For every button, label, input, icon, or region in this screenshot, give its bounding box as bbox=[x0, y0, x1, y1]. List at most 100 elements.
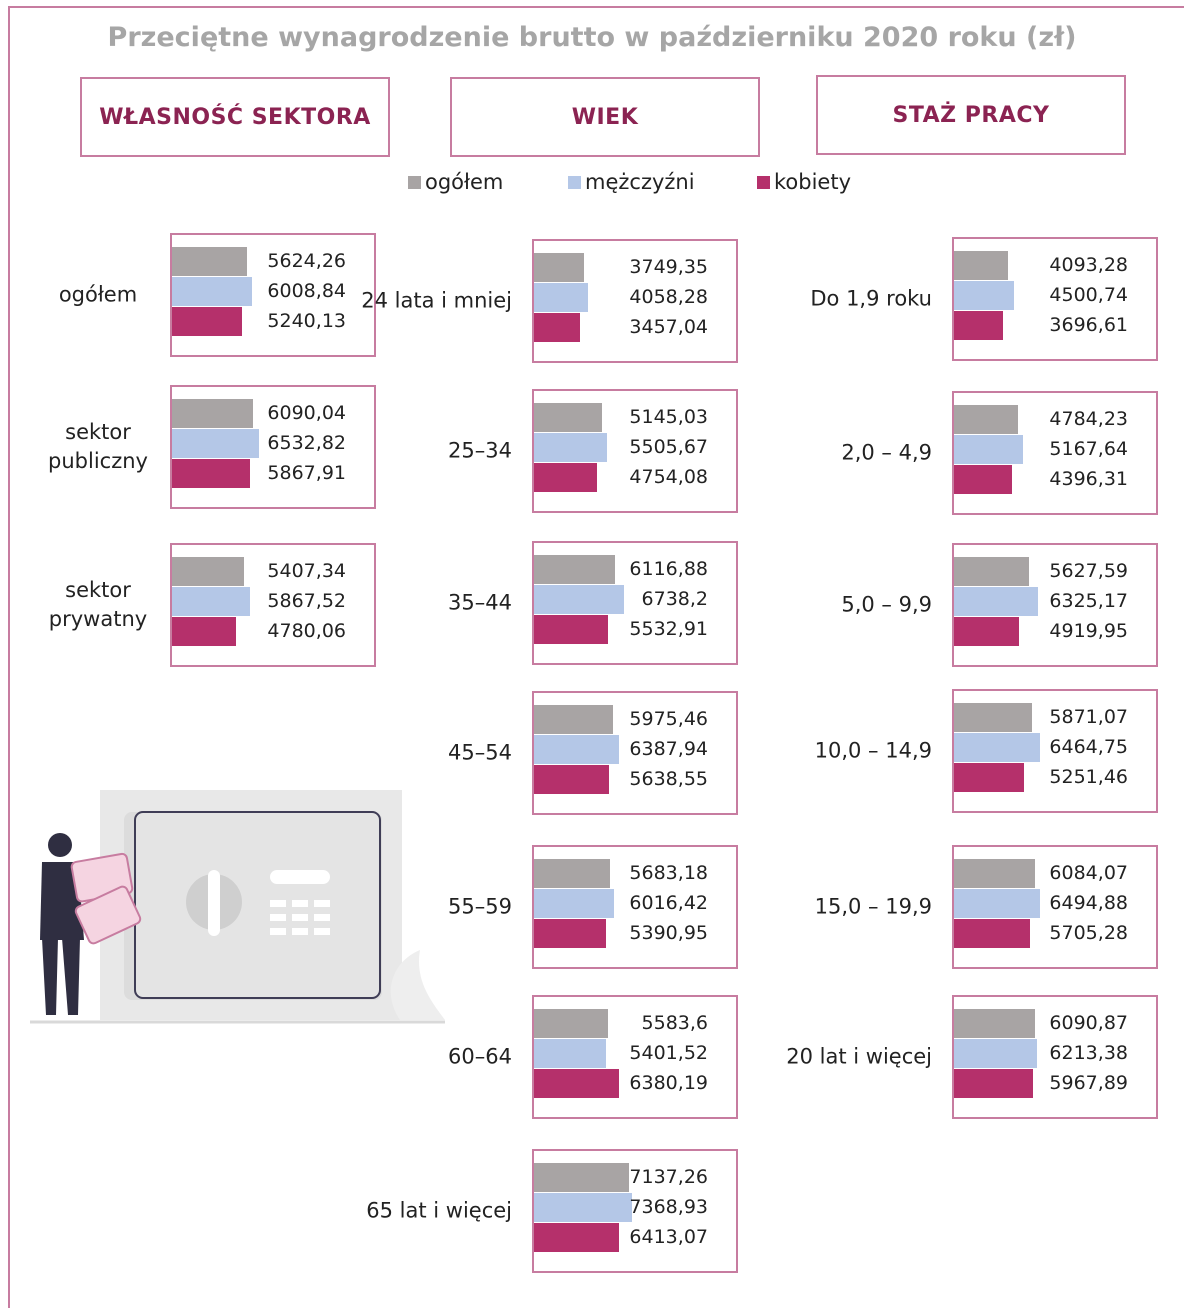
value-label: 6380,19 bbox=[629, 1072, 708, 1094]
legend-item: kobiety bbox=[757, 170, 851, 194]
category-label: sektor publiczny bbox=[48, 420, 148, 473]
bar bbox=[172, 307, 242, 336]
group-box bbox=[952, 995, 1158, 1119]
bar bbox=[954, 405, 1018, 434]
bar bbox=[172, 557, 244, 586]
group-box bbox=[532, 239, 738, 363]
group-box bbox=[170, 543, 376, 667]
bar bbox=[954, 763, 1024, 792]
group-box bbox=[532, 389, 738, 513]
bar bbox=[954, 1069, 1034, 1098]
value-label: 5145,03 bbox=[629, 406, 708, 428]
value-label: 5401,52 bbox=[629, 1042, 708, 1064]
bar bbox=[954, 1009, 1035, 1038]
bar bbox=[954, 587, 1039, 616]
bar bbox=[954, 465, 1013, 494]
value-label: 7137,26 bbox=[629, 1166, 708, 1188]
bar bbox=[534, 1163, 629, 1192]
category-label: 5,0 – 9,9 bbox=[841, 592, 932, 617]
legend-swatch bbox=[568, 175, 581, 189]
bar bbox=[954, 557, 1029, 586]
safe-display bbox=[270, 870, 330, 884]
frame bbox=[8, 6, 1184, 1308]
value-label: 4058,28 bbox=[629, 286, 708, 308]
bar bbox=[172, 617, 236, 646]
legend-label: ogółem bbox=[425, 170, 504, 194]
value-label: 4754,08 bbox=[629, 466, 708, 488]
section-header: WIEK bbox=[450, 77, 760, 157]
value-label: 4919,95 bbox=[1049, 620, 1128, 642]
group-box bbox=[952, 689, 1158, 813]
value-label: 4784,23 bbox=[1049, 408, 1128, 430]
category-label: 55–59 bbox=[448, 894, 512, 919]
value-label: 4396,31 bbox=[1049, 468, 1128, 490]
group-box bbox=[532, 541, 738, 665]
legend-swatch bbox=[408, 175, 421, 189]
legend-item: mężczyźni bbox=[568, 170, 695, 194]
category-label: 20 lat i więcej bbox=[786, 1044, 932, 1069]
value-label: 5967,89 bbox=[1049, 1072, 1128, 1094]
bar bbox=[954, 435, 1023, 464]
value-label: 6090,04 bbox=[267, 402, 346, 424]
category-label: 15,0 – 19,9 bbox=[814, 894, 932, 919]
category-label: 2,0 – 4,9 bbox=[841, 440, 932, 465]
value-label: 3696,61 bbox=[1049, 314, 1128, 336]
section-header: WŁASNOŚĆ SEKTORA bbox=[80, 77, 390, 157]
value-label: 7368,93 bbox=[629, 1196, 708, 1218]
category-label: 45–54 bbox=[448, 740, 512, 765]
bar bbox=[534, 705, 614, 734]
bar bbox=[534, 765, 609, 794]
bar bbox=[954, 859, 1035, 888]
legend-label: mężczyźni bbox=[585, 170, 695, 194]
value-label: 5867,91 bbox=[267, 462, 346, 484]
value-label: 6016,42 bbox=[629, 892, 708, 914]
value-label: 5167,64 bbox=[1049, 438, 1128, 460]
bar bbox=[172, 587, 251, 616]
bar bbox=[954, 733, 1040, 762]
bar bbox=[534, 735, 619, 764]
value-label: 5683,18 bbox=[629, 862, 708, 884]
group-box bbox=[532, 1149, 738, 1273]
value-label: 5975,46 bbox=[629, 708, 708, 730]
value-label: 6387,94 bbox=[629, 738, 708, 760]
category-label: ogółem bbox=[58, 282, 138, 307]
value-label: 5251,46 bbox=[1049, 766, 1128, 788]
value-label: 5638,55 bbox=[629, 768, 708, 790]
safe-handle bbox=[208, 870, 220, 936]
category-label: 60–64 bbox=[448, 1044, 512, 1069]
value-label: 6494,88 bbox=[1049, 892, 1128, 914]
value-label: 5407,34 bbox=[267, 560, 346, 582]
group-box bbox=[952, 845, 1158, 969]
bar bbox=[172, 429, 259, 458]
value-label: 5627,59 bbox=[1049, 560, 1128, 582]
group-box bbox=[952, 391, 1158, 515]
category-label: 65 lat i więcej bbox=[366, 1198, 512, 1223]
bar bbox=[954, 617, 1020, 646]
bar bbox=[534, 283, 588, 312]
group-box bbox=[532, 995, 738, 1119]
bar bbox=[534, 1193, 632, 1222]
bar bbox=[534, 555, 616, 584]
bar bbox=[534, 1009, 609, 1038]
legend-item: ogółem bbox=[408, 170, 503, 194]
legend-label: kobiety bbox=[774, 170, 852, 194]
category-label: 10,0 – 14,9 bbox=[814, 738, 932, 763]
bar bbox=[534, 1069, 619, 1098]
category-label: sektor prywatny bbox=[48, 578, 148, 631]
person bbox=[40, 833, 142, 1015]
bar bbox=[954, 281, 1014, 310]
bar bbox=[954, 889, 1041, 918]
bar bbox=[534, 463, 598, 492]
bar bbox=[534, 615, 608, 644]
bar bbox=[954, 1039, 1037, 1068]
value-label: 5705,28 bbox=[1049, 922, 1128, 944]
value-label: 5505,67 bbox=[629, 436, 708, 458]
plant bbox=[390, 950, 445, 1020]
bar bbox=[534, 313, 580, 342]
bar bbox=[172, 247, 247, 276]
category-label: 35–44 bbox=[448, 590, 512, 615]
bar bbox=[954, 251, 1009, 280]
value-label: 6532,82 bbox=[267, 432, 346, 454]
